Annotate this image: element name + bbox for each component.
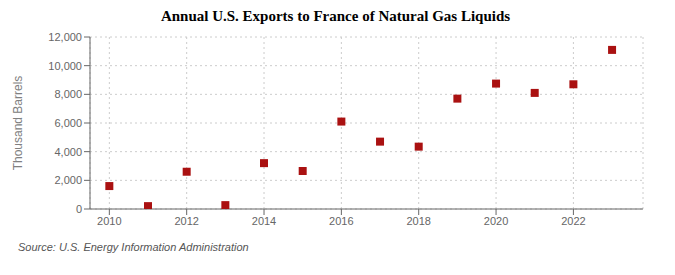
svg-text:2014: 2014: [252, 215, 276, 227]
svg-text:Thousand Barrels: Thousand Barrels: [11, 76, 25, 171]
svg-text:2012: 2012: [174, 215, 198, 227]
svg-text:0: 0: [76, 203, 82, 215]
svg-text:4,000: 4,000: [54, 146, 82, 158]
svg-text:6,000: 6,000: [54, 117, 82, 129]
svg-text:2010: 2010: [97, 215, 121, 227]
svg-text:2020: 2020: [484, 215, 508, 227]
html-text:Source: U.S. Energy Informatio: Source: U.S. Energy Information Administ…: [18, 241, 249, 253]
svg-text:12,000: 12,000: [48, 31, 82, 43]
html-text:Annual U.S. Exports to France: Annual U.S. Exports to France of Natural…: [160, 8, 511, 24]
svg-text:2,000: 2,000: [54, 174, 82, 186]
svg-text:2022: 2022: [561, 215, 585, 227]
svg-text:8,000: 8,000: [54, 88, 82, 100]
svg-text:10,000: 10,000: [48, 60, 82, 72]
svg-text:2018: 2018: [406, 215, 430, 227]
svg-text:2016: 2016: [329, 215, 353, 227]
